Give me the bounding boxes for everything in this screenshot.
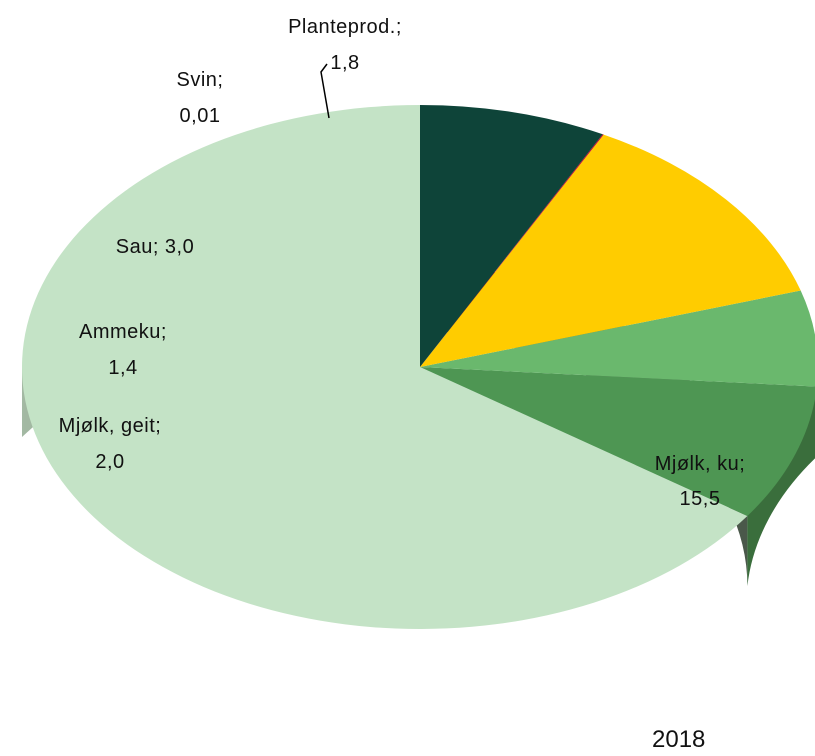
slice-value-ammeku: 1,4: [108, 357, 137, 379]
leader-line-planteprod: [320, 63, 330, 119]
pie-top-faces: [21, 105, 815, 629]
slice-label-mjølk-ku: Mjølk, ku;: [655, 453, 746, 475]
year-label: 2018: [652, 726, 706, 753]
slice-mjølk-ku: [21, 105, 748, 629]
slice-svin: [420, 134, 604, 367]
slice-value-mjølk-geit: 2,0: [95, 451, 124, 473]
slice-label-ammeku: Ammeku;: [79, 321, 167, 343]
slice-label-sau: Sau; 3,0: [116, 236, 195, 258]
slice-sau: [420, 134, 801, 367]
slice-label-mjølk-geit: Mjølk, geit;: [59, 415, 162, 437]
slice-value-svin: 0,01: [180, 105, 221, 127]
slice-label-svin: Svin;: [177, 69, 224, 91]
slice-value-mjølk-ku: 15,5: [680, 488, 721, 510]
slice-mjølk-geit: [420, 367, 815, 516]
slice-label-planteprod: Planteprod.;: [288, 16, 402, 38]
slice-planteprod: [420, 105, 603, 367]
slice-value-planteprod: 1,8: [330, 52, 359, 74]
slice-labels: Mjølk, ku; 15,5 Mjølk, geit; 2,0 Ammeku; 1,4 S…: [59, 16, 746, 510]
leader-lines: [320, 63, 330, 119]
slice-ammeku: [420, 290, 815, 387]
